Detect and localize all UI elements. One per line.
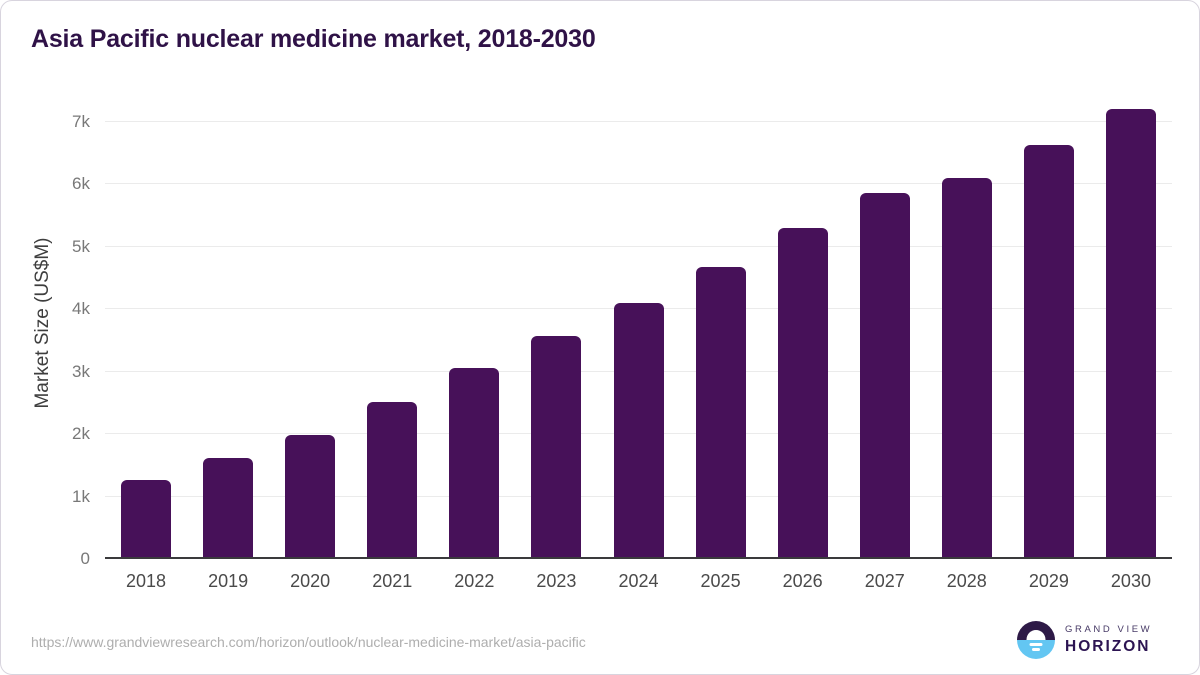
bar-2024 — [613, 302, 664, 557]
bar-2026 — [777, 228, 828, 557]
bar-2021 — [367, 402, 418, 557]
logo-horizon-label: HORIZON — [1065, 638, 1151, 655]
x-tick-label: 2021 — [372, 571, 413, 591]
gridline — [105, 120, 1172, 122]
x-axis-line — [105, 557, 1172, 559]
x-tick-label: 2024 — [618, 571, 659, 591]
y-tick-label: 1k — [72, 486, 90, 506]
x-tick-label: 2028 — [946, 571, 987, 591]
x-tick-label: 2023 — [536, 571, 577, 591]
y-tick-label: 2k — [72, 424, 90, 444]
x-tick-label: 2027 — [864, 571, 905, 591]
y-tick-label: 3k — [72, 361, 90, 381]
x-tick-label: 2029 — [1028, 571, 1069, 591]
x-tick-label: 2026 — [782, 571, 823, 591]
gridline — [105, 245, 1172, 247]
bar-2028 — [941, 178, 992, 557]
bar-2020 — [285, 434, 336, 557]
x-tick-label: 2019 — [208, 571, 249, 591]
bar-2019 — [203, 458, 254, 557]
bar-2023 — [531, 336, 582, 557]
x-axis-tick-labels: 2018 2019 2020 2021 2022 2023 2024 2025 2026 2027… — [105, 571, 1172, 599]
logo-text: GRAND VIEW HORIZON — [1065, 624, 1152, 656]
x-tick-label: 2018 — [126, 571, 167, 591]
sun-shape — [1026, 630, 1046, 640]
bar-2025 — [695, 267, 746, 557]
x-tick-label: 2020 — [290, 571, 331, 591]
y-tick-label: 4k — [72, 299, 90, 319]
y-tick-label: 7k — [72, 111, 90, 131]
gridline — [105, 183, 1172, 185]
bar-2030 — [1105, 109, 1156, 557]
chart-title: Asia Pacific nuclear medicine market, 20… — [31, 25, 596, 53]
logo-grand-view-label: GRAND VIEW — [1065, 624, 1153, 635]
plot-area — [105, 1, 1172, 559]
bar-2027 — [859, 192, 910, 557]
bar-2029 — [1023, 144, 1074, 557]
grand-view-horizon-logo: GRAND VIEW HORIZON — [1017, 621, 1152, 659]
y-tick-label: 6k — [72, 174, 90, 194]
horizon-sun-icon — [1017, 621, 1055, 659]
source-url: https://www.grandviewresearch.com/horizo… — [31, 634, 586, 650]
sun-reflection-line — [1029, 642, 1043, 646]
bar-2018 — [121, 480, 172, 557]
y-axis-tick-labels: 0 1k 2k 3k 4k 5k 6k 7k — [1, 1, 90, 568]
y-tick-label: 5k — [72, 236, 90, 256]
bar-2022 — [449, 367, 500, 557]
x-tick-label: 2030 — [1110, 571, 1151, 591]
sun-reflection-line — [1032, 648, 1040, 651]
y-tick-label: 0 — [80, 549, 90, 568]
x-tick-label: 2022 — [454, 571, 495, 591]
x-tick-label: 2025 — [700, 571, 741, 591]
